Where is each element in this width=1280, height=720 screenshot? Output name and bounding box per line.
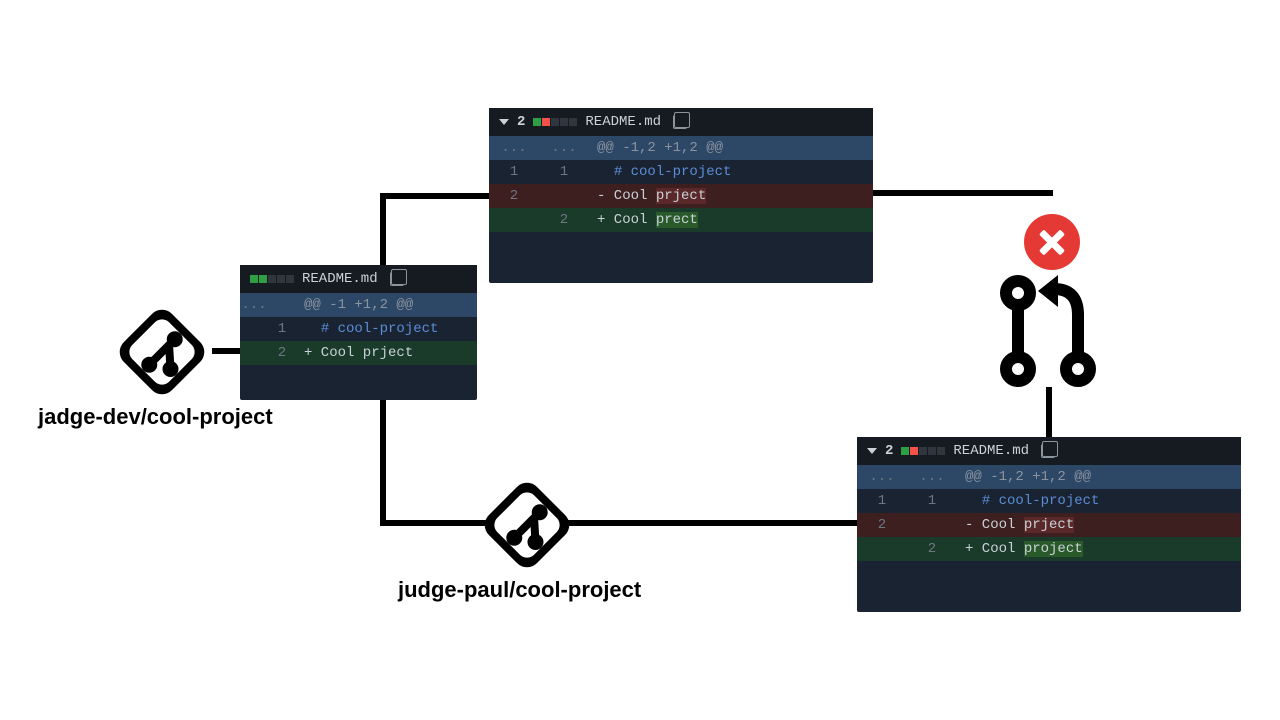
diff-code: + Cool project: [957, 537, 1241, 561]
line-number-old: [857, 537, 907, 561]
diff-stat-boxes: [250, 275, 294, 283]
diff-code: - Cool prject: [589, 184, 873, 208]
diff-row: 2 + Cool prject: [240, 341, 477, 365]
diff-row: 1 1 # cool-project: [857, 489, 1241, 513]
change-count: 2: [885, 443, 893, 459]
diff-code: # cool-project: [296, 317, 477, 341]
diff-code: + Cool prject: [296, 341, 477, 365]
connector-v-pr-down: [1046, 387, 1052, 438]
line-number-old: [240, 341, 268, 365]
diff-code: - Cool prject: [957, 513, 1241, 537]
diff-row: ... ... @@ -1,2 +1,2 @@: [857, 465, 1241, 489]
chevron-down-icon[interactable]: [499, 119, 509, 125]
line-number-new: [539, 184, 589, 208]
file-name: README.md: [585, 114, 661, 130]
copy-icon[interactable]: [390, 272, 404, 286]
git-icon: [477, 475, 577, 580]
diff-panel-top: 2 README.md ... ... @@ -1,2 +1,2 @@ 1 1 #…: [489, 108, 873, 283]
diff-code: @@ -1 +1,2 @@: [296, 293, 477, 317]
diff-panel-left: README.md ... @@ -1 +1,2 @@ 1 # cool-pro…: [240, 265, 477, 400]
file-name: README.md: [302, 271, 378, 287]
diff-code: + Cool prect: [589, 208, 873, 232]
connector-h-git-left: [212, 348, 242, 354]
diff-code: @@ -1,2 +1,2 @@: [957, 465, 1241, 489]
line-number-new: ...: [907, 465, 957, 489]
line-number-new: 2: [268, 341, 296, 365]
line-number-old: 2: [489, 184, 539, 208]
diff-row: ... ... @@ -1,2 +1,2 @@: [489, 136, 873, 160]
error-x-icon: [1024, 214, 1080, 270]
line-number-old: ...: [240, 293, 268, 317]
line-number-new: 2: [539, 208, 589, 232]
connector-h-top-right: [873, 190, 1053, 196]
pull-request-icon: [1000, 275, 1096, 392]
line-number-old: [240, 317, 268, 341]
line-number-old: ...: [489, 136, 539, 160]
line-number-old: 1: [857, 489, 907, 513]
line-number-new: 1: [539, 160, 589, 184]
chevron-down-icon[interactable]: [867, 448, 877, 454]
diff-row: ... @@ -1 +1,2 @@: [240, 293, 477, 317]
diff-code: @@ -1,2 +1,2 @@: [589, 136, 873, 160]
line-number-new: [268, 293, 296, 317]
line-number-old: ...: [857, 465, 907, 489]
line-number-old: 1: [489, 160, 539, 184]
line-number-new: 1: [907, 489, 957, 513]
diff-row: 2 - Cool prject: [857, 513, 1241, 537]
line-number-old: [489, 208, 539, 232]
git-icon: [112, 302, 212, 407]
diff-panel-right: 2 README.md ... ... @@ -1,2 +1,2 @@ 1 1 #…: [857, 437, 1241, 612]
copy-icon[interactable]: [1041, 444, 1055, 458]
diff-row: 2 - Cool prject: [489, 184, 873, 208]
copy-icon[interactable]: [673, 115, 687, 129]
file-name: README.md: [953, 443, 1029, 459]
diff-row: 1 # cool-project: [240, 317, 477, 341]
line-number-new: 2: [907, 537, 957, 561]
diff-code: # cool-project: [589, 160, 873, 184]
line-number-new: ...: [539, 136, 589, 160]
connector-h-main: [380, 520, 857, 526]
diff-row: 2 + Cool project: [857, 537, 1241, 561]
repo-label-left: jadge-dev/cool-project: [38, 404, 273, 430]
line-number-old: 2: [857, 513, 907, 537]
change-count: 2: [517, 114, 525, 130]
diff-row: 1 1 # cool-project: [489, 160, 873, 184]
diff-stat-boxes: [533, 118, 577, 126]
connector-h-to-top: [380, 193, 490, 199]
repo-label-bottom: judge-paul/cool-project: [398, 577, 641, 603]
diff-stat-boxes: [901, 447, 945, 455]
diff-row: 2 + Cool prect: [489, 208, 873, 232]
diff-code: # cool-project: [957, 489, 1241, 513]
line-number-new: 1: [268, 317, 296, 341]
line-number-new: [907, 513, 957, 537]
